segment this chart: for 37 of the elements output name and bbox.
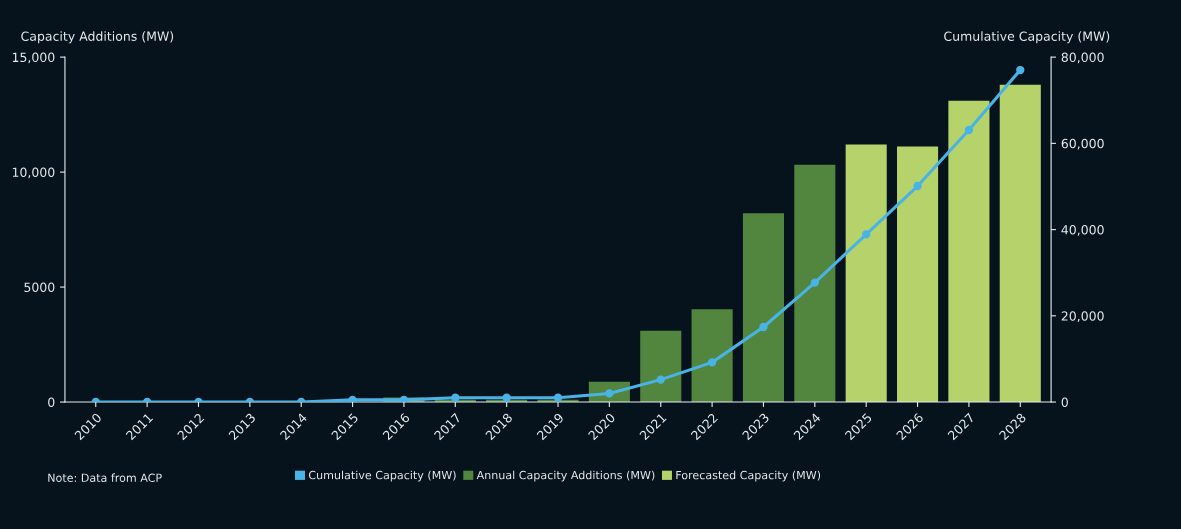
bar <box>999 84 1041 403</box>
legend-label: Forecasted Capacity (MW) <box>676 470 821 482</box>
legend-label: Annual Capacity Additions (MW) <box>476 470 655 482</box>
y2-axis-title: Cumulative Capacity (MW) <box>944 31 1110 44</box>
legend-label: Cumulative Capacity (MW) <box>308 470 456 482</box>
y2-tick-label: 80,000 <box>1061 52 1104 64</box>
point <box>451 393 460 402</box>
bar <box>948 100 990 403</box>
point <box>759 322 768 332</box>
point <box>707 358 717 367</box>
y2-tick-label: 0 <box>1061 397 1068 407</box>
point <box>1016 65 1025 75</box>
y-tick-label: 0 <box>48 397 55 407</box>
y2-tick-label: 20,000 <box>1061 311 1104 323</box>
y-tick-label: 15,000 <box>12 52 55 64</box>
point <box>656 375 665 384</box>
y-axis-title: Capacity Additions (MW) <box>21 31 174 44</box>
bar <box>691 309 733 403</box>
point <box>348 395 357 403</box>
bar <box>845 144 887 403</box>
point <box>862 230 871 239</box>
point <box>553 393 563 402</box>
bar <box>794 164 836 403</box>
bar <box>640 330 682 403</box>
y-tick-label: 10,000 <box>12 167 55 179</box>
point <box>964 125 974 135</box>
point <box>502 393 511 402</box>
bar <box>897 146 939 403</box>
y2-tick-label: 60,000 <box>1061 138 1104 150</box>
point <box>399 395 409 403</box>
point <box>810 278 819 287</box>
y2-tick-label: 40,000 <box>1061 225 1104 236</box>
text: Note: Data from ACP <box>48 473 162 482</box>
point <box>605 389 614 398</box>
point <box>913 181 922 191</box>
y-tick-label: 5000 <box>24 282 55 292</box>
bar <box>742 213 785 403</box>
